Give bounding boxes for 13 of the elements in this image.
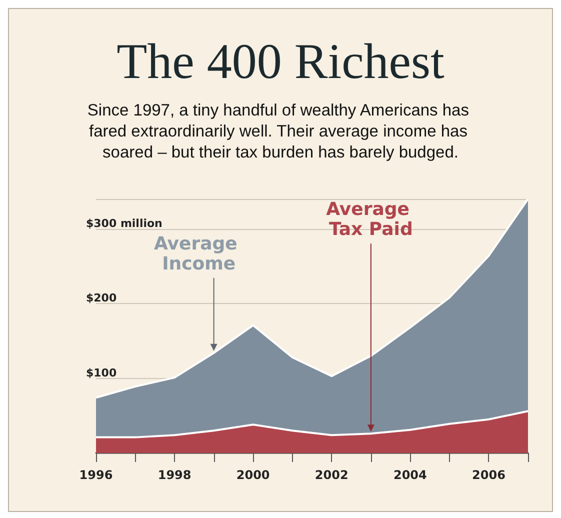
x-tick-label: 2004 [393, 468, 427, 482]
y-tick-label: $100 [86, 366, 117, 380]
x-tick-label: 2006 [472, 468, 506, 482]
text: Average Tax Paid [326, 199, 416, 240]
chart-title: The 400 Richest [116, 33, 444, 89]
x-tick-label: 2002 [314, 468, 348, 482]
y-tick-label: $200 [86, 292, 117, 305]
y-tick-label: $300 million [86, 216, 162, 230]
chart-subtitle: Since 1997, a tiny handful of wealthy Americans has fared extraordinarily well. Their average income has soared – but their tax burden has barely budged. [87, 102, 474, 162]
x-tick-label: 1996 [79, 468, 113, 482]
x-tick-label: 2000 [236, 468, 270, 482]
x-tick-label: 1998 [158, 468, 192, 482]
text: Average Income [154, 233, 244, 274]
